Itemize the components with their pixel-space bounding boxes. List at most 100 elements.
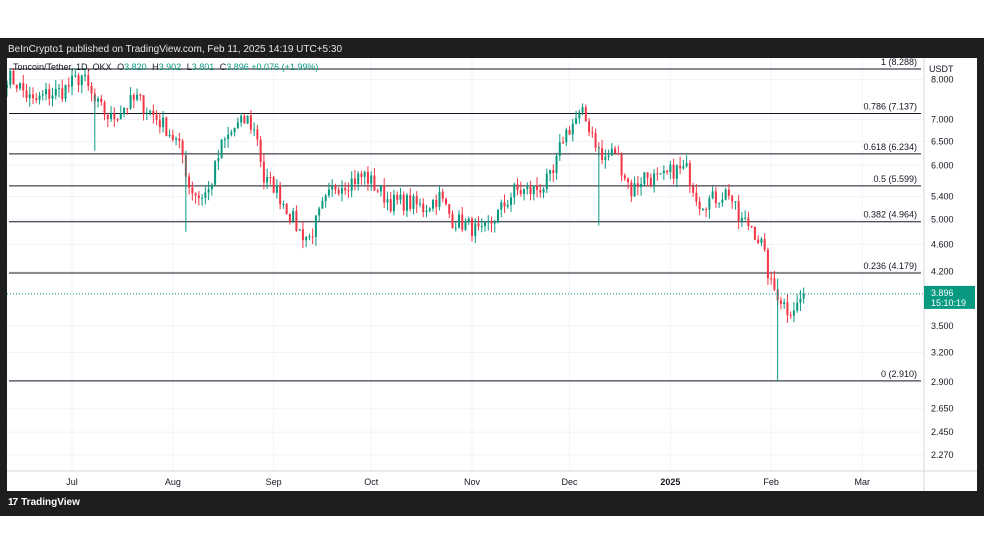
candle-body — [711, 191, 714, 199]
candle-body — [103, 102, 106, 115]
candle-body — [783, 302, 786, 304]
candle-body — [318, 208, 321, 216]
candle-body — [366, 171, 369, 184]
high-value: 3.902 — [158, 62, 182, 72]
candle-body — [331, 186, 334, 190]
candle-body — [321, 200, 324, 209]
candle-body — [744, 217, 747, 219]
candle-body — [688, 163, 691, 187]
y-tick-label: 4.200 — [931, 267, 954, 277]
candle-body — [262, 161, 265, 183]
candle-body — [653, 173, 656, 186]
candle-body — [389, 199, 392, 212]
y-tick-label: 5.000 — [931, 215, 954, 225]
candle-body — [497, 209, 500, 223]
candle-body — [256, 129, 259, 140]
candle-body — [474, 223, 477, 237]
candle-body — [233, 127, 236, 133]
candle-body — [259, 139, 262, 162]
candle-body — [760, 238, 763, 243]
candle-body — [376, 190, 379, 192]
candle-body — [779, 300, 782, 304]
candle-body — [87, 75, 90, 86]
candle-body — [74, 75, 77, 77]
candle-body — [770, 278, 773, 280]
candle-body — [386, 199, 389, 203]
y-tick-label: 5.400 — [931, 192, 954, 202]
candle-body — [165, 117, 168, 136]
candle-body — [428, 208, 431, 211]
axes — [7, 58, 977, 491]
candle-body — [753, 227, 756, 240]
candle-body — [230, 132, 233, 135]
candle-body — [422, 203, 425, 213]
candle-body — [682, 166, 685, 169]
candle-body — [149, 110, 152, 113]
fib-level-label: 0.618 (6.234) — [863, 142, 917, 152]
candle-body — [353, 178, 356, 185]
candle-body — [584, 107, 587, 122]
candle-body — [418, 203, 421, 205]
x-tick-label: 2025 — [660, 477, 680, 487]
candle-body — [162, 117, 165, 128]
candle-body — [301, 229, 304, 241]
candle-body — [25, 90, 28, 99]
candle-body — [415, 196, 418, 205]
tradingview-brand: TradingView — [21, 497, 80, 508]
candle-body — [542, 189, 545, 193]
candle-body — [727, 189, 730, 196]
candle-body — [610, 148, 613, 156]
fib-level-label: 0.236 (4.179) — [863, 261, 917, 271]
candle-body — [750, 225, 753, 228]
candle-body — [12, 70, 15, 85]
candle-body — [311, 236, 314, 238]
candle-body — [145, 112, 148, 114]
candle-body — [7, 84, 9, 88]
candle-body — [532, 185, 535, 195]
candle-body — [197, 195, 200, 198]
candle-body — [123, 108, 126, 114]
candle-body — [454, 227, 457, 229]
candle-body — [67, 85, 70, 87]
candle-body — [646, 172, 649, 178]
candle-body — [802, 293, 805, 299]
candle-body — [61, 88, 64, 99]
candle-body — [35, 98, 38, 101]
candle-body — [490, 221, 493, 224]
candle-body — [249, 115, 252, 130]
candle-body — [724, 189, 727, 200]
candle-body — [604, 156, 607, 160]
candle-body — [464, 221, 467, 230]
y-tick-label: 2.450 — [931, 427, 954, 437]
candle-body — [106, 114, 109, 119]
candle-body — [666, 170, 669, 173]
chart-panel[interactable]: 1 (8.288) 0.786 (7.137) 0.618 (6.234) 0.5 (… — [7, 58, 977, 491]
symbol-info[interactable]: Toncoin/Tether, 1D, OKX — [13, 62, 112, 72]
tradingview-logo[interactable]: 17 TradingView — [8, 497, 80, 508]
candlestick-chart[interactable]: 1 (8.288) 0.786 (7.137) 0.618 (6.234) 0.5 (… — [7, 58, 977, 491]
candle-body — [370, 175, 373, 184]
candle-body — [298, 229, 301, 231]
fib-level-label: 0.382 (4.964) — [863, 210, 917, 220]
candle-body — [282, 204, 285, 206]
candle-body — [236, 122, 239, 128]
candle-body — [334, 186, 337, 190]
last-price-badge — [924, 285, 975, 309]
candle-body — [38, 95, 41, 101]
fib-level-label: 0.786 (7.137) — [863, 102, 917, 112]
candle-body — [136, 94, 139, 100]
candle-body — [275, 185, 278, 193]
candle-body — [555, 155, 558, 173]
candle-body — [305, 236, 308, 241]
open-label: O — [117, 62, 125, 72]
candle-body — [253, 129, 256, 131]
candle-body — [168, 134, 171, 136]
candle-body — [448, 204, 451, 214]
y-tick-label: 2.650 — [931, 404, 954, 414]
candle-body — [344, 188, 347, 191]
candle-body — [308, 236, 311, 238]
candle-body — [175, 138, 178, 140]
candle-body — [633, 183, 636, 197]
candle-body — [588, 121, 591, 133]
candle-body — [207, 189, 210, 193]
